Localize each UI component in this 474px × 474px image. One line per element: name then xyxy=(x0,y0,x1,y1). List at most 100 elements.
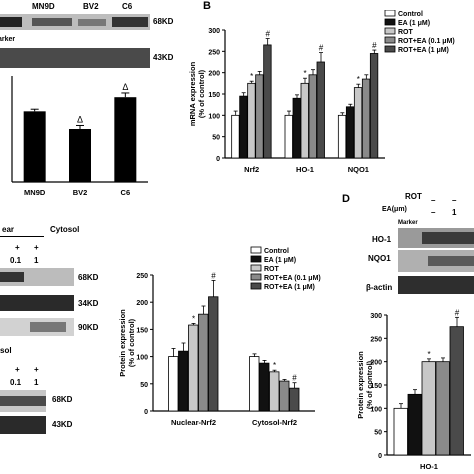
blot-band xyxy=(30,322,66,332)
y-tick-label: 0 xyxy=(144,409,148,416)
blot-protein-label: HO-1 xyxy=(372,235,392,244)
bar xyxy=(168,356,179,412)
bar xyxy=(279,380,290,412)
blot-header-cytosol-section: sol xyxy=(0,346,12,355)
bar xyxy=(231,114,240,159)
western-blot-band-nrf2-cytosol xyxy=(0,390,46,412)
significance-marker: # xyxy=(372,41,377,50)
y-tick-label: 100 xyxy=(370,406,382,413)
bar xyxy=(369,53,379,159)
blot-band xyxy=(112,17,148,27)
y-tick-label: 100 xyxy=(136,355,148,362)
bar xyxy=(449,326,464,456)
bar xyxy=(345,106,355,159)
western-blot-band-nrf2-nuclear xyxy=(0,268,74,286)
y-tick-label: 0 xyxy=(378,453,382,460)
bar xyxy=(208,296,219,412)
legend-label: Control xyxy=(398,11,423,18)
western-blot-band-actin xyxy=(0,48,150,68)
legend-swatch xyxy=(250,264,262,272)
legend-label: ROT+EA (0.1 μM) xyxy=(398,38,455,45)
bar xyxy=(393,407,408,456)
row-dose: 0.1 xyxy=(10,378,22,387)
cell-label-c6: C6 xyxy=(122,2,133,11)
significance-marker: # xyxy=(455,308,460,317)
bar xyxy=(289,387,300,412)
treatment-label-rot: ROT xyxy=(405,192,422,201)
row-sign: + xyxy=(15,243,20,252)
bar xyxy=(114,97,137,182)
bar xyxy=(353,87,363,159)
x-tick-label: NQO1 xyxy=(348,165,369,174)
y-tick-label: 50 xyxy=(140,382,148,389)
x-tick-label: HO-1 xyxy=(296,165,314,174)
bar xyxy=(316,61,325,159)
bar-chart-b: 0 50 100 150 200 250 300 mRNA expression (% of c… xyxy=(188,10,455,174)
bar xyxy=(249,356,260,412)
bar xyxy=(247,82,256,159)
y-tick-label: 100 xyxy=(208,113,220,120)
significance-marker: * xyxy=(192,314,195,323)
column-dose: 1 xyxy=(452,208,457,217)
y-tick-label: 200 xyxy=(136,300,148,307)
y-tick-label: 150 xyxy=(136,327,148,334)
legend-label: ROT+EA (0.1 μM) xyxy=(264,275,321,282)
legend-label: ROT+EA (1 μM) xyxy=(264,284,315,291)
bar xyxy=(69,129,91,182)
significance-marker: Δ xyxy=(77,114,83,124)
row-dose: 1 xyxy=(34,378,39,387)
western-blot-band-ho1 xyxy=(398,228,474,248)
significance-marker: * xyxy=(357,75,360,84)
bar-chart-a: MN9D Δ BV2 Δ C6 xyxy=(11,76,148,197)
significance-marker: * xyxy=(273,361,276,370)
bar-chart-d: 0 50 100 150 200 250 300 Protein expression (% o… xyxy=(356,308,471,471)
y-axis-label: (% of control) xyxy=(365,360,374,409)
legend-label: ROT+EA (1 μM) xyxy=(398,47,449,54)
legend-swatch xyxy=(250,246,262,254)
significance-marker: # xyxy=(319,44,324,53)
row-dose: 0.1 xyxy=(10,256,22,265)
row-sign: + xyxy=(15,365,20,374)
bar xyxy=(284,114,293,159)
x-tick-label: MN9D xyxy=(24,188,46,197)
x-tick-label: Nrf2 xyxy=(244,165,259,174)
western-blot-band-90kd xyxy=(0,318,74,336)
row-dose: 1 xyxy=(34,256,39,265)
row-sign: + xyxy=(34,365,39,374)
legend-label: EA (1 μM) xyxy=(264,257,296,264)
x-tick-label: Cytosol-Nrf2 xyxy=(252,418,297,427)
y-axis-label: mRNA expression xyxy=(188,61,197,126)
y-tick-label: 250 xyxy=(208,49,220,56)
blot-size-label: 43KD xyxy=(52,420,73,429)
cell-label-bv2: BV2 xyxy=(83,2,99,11)
legend-label: Control xyxy=(264,248,289,255)
y-axis-label: Protein expression xyxy=(356,351,365,419)
legend-swatch xyxy=(384,27,396,35)
panel-letter-d: D xyxy=(342,193,350,205)
significance-marker: # xyxy=(211,271,216,280)
significance-marker: * xyxy=(250,72,253,81)
significance-marker: Δ xyxy=(122,82,128,92)
legend-label: ROT xyxy=(264,266,280,273)
y-axis-label: Protein expression xyxy=(118,309,127,377)
blot-band xyxy=(32,18,72,26)
blot-band xyxy=(0,17,22,27)
blot-band xyxy=(78,19,106,26)
significance-marker: # xyxy=(292,374,297,383)
bar xyxy=(337,114,347,159)
blot-size-label: 68KD xyxy=(52,395,73,404)
legend-swatch xyxy=(250,255,262,263)
y-tick-label: 150 xyxy=(208,92,220,99)
blot-band xyxy=(422,232,474,244)
marker-label: Marker xyxy=(398,220,418,226)
blot-size-label: 43KD xyxy=(153,53,174,62)
x-tick-label: Nuclear-Nrf2 xyxy=(171,418,216,427)
blot-protein-label: NQO1 xyxy=(368,254,391,263)
blot-header-cytosol: Cytosol xyxy=(50,225,80,234)
column-mark: – xyxy=(452,196,457,205)
bar xyxy=(239,95,248,159)
significance-marker: # xyxy=(265,30,270,39)
legend-swatch xyxy=(250,282,262,290)
bar xyxy=(259,362,270,412)
blot-size-label: 68KD xyxy=(78,273,99,282)
